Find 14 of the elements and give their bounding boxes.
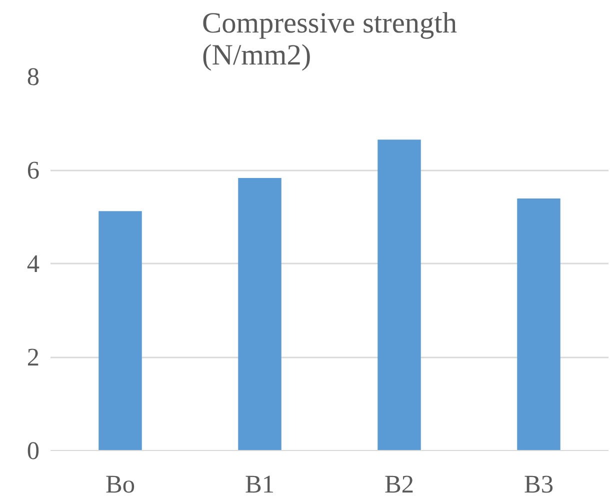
y-tick-label: 0	[26, 437, 40, 465]
bar	[517, 198, 560, 450]
x-tick-label: B3	[524, 470, 554, 498]
y-tick-label: 8	[26, 63, 40, 91]
x-tick-label: B2	[384, 470, 414, 498]
y-tick-label: 2	[26, 344, 40, 372]
bar	[98, 211, 142, 450]
bar	[378, 140, 421, 450]
x-tick-label: Bo	[105, 470, 136, 498]
chart-title: Compressive strength (N/mm2)	[202, 8, 458, 72]
y-tick-label: 6	[26, 156, 40, 184]
y-tick-label: 4	[26, 250, 40, 278]
bar	[238, 178, 282, 450]
x-tick-label: B1	[244, 470, 275, 498]
